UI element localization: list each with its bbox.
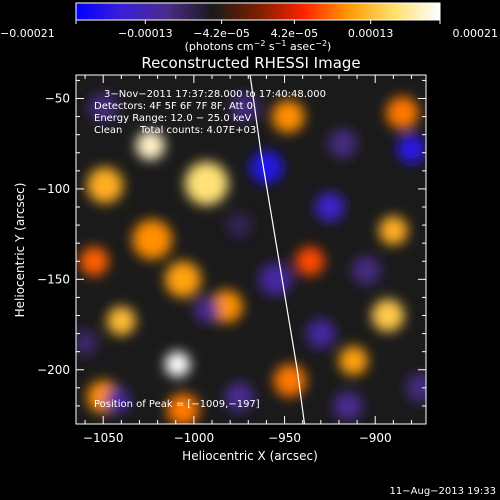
y-tick-label: −100 bbox=[37, 182, 70, 196]
total-counts-label: Total counts: 4.07E+03 bbox=[139, 125, 256, 136]
plot-area: −1050 −1000 −950 −900 −50 −100 −150 −200 3−Nov−… bbox=[37, 74, 427, 445]
negative-residual bbox=[88, 93, 118, 123]
emission-source bbox=[86, 167, 124, 204]
x-tick-label: −1050 bbox=[83, 431, 124, 445]
negative-residual bbox=[315, 192, 345, 222]
emission-source bbox=[271, 100, 305, 133]
emission-source bbox=[164, 261, 202, 298]
negative-residual bbox=[259, 263, 292, 296]
emission-source bbox=[371, 299, 405, 332]
solar-limb-line bbox=[249, 75, 306, 424]
chart-title: Reconstructed RHESSI Image bbox=[141, 54, 360, 72]
y-tick-label: −200 bbox=[37, 363, 70, 377]
plot-frame bbox=[75, 74, 427, 425]
negative-residual bbox=[230, 93, 260, 123]
negative-residual bbox=[351, 255, 381, 285]
colorbar-tick-label: −0.00021 bbox=[0, 27, 55, 40]
x-tick-label: −950 bbox=[268, 431, 301, 445]
negative-residual bbox=[226, 212, 252, 238]
emission-source bbox=[184, 161, 229, 206]
y-axis-label: Heliocentric Y (arcsec) bbox=[13, 183, 27, 318]
negative-residual bbox=[396, 134, 426, 164]
negative-residual bbox=[406, 373, 426, 403]
plot-background bbox=[76, 75, 426, 424]
negative-residual bbox=[306, 319, 336, 349]
emission-source bbox=[295, 246, 325, 276]
colorbar-tick-label: 0.00021 bbox=[453, 27, 499, 40]
emission-source bbox=[164, 351, 191, 378]
colorbar-strip bbox=[75, 2, 441, 21]
peak-position-label: Position of Peak = [−1009,−197] bbox=[94, 399, 260, 410]
colorbar-tick-label: 0.00013 bbox=[348, 27, 394, 40]
emission-source bbox=[378, 216, 408, 246]
detectors-label: Detectors: 4F 5F 6F 7F 8F, Att 0 bbox=[94, 101, 253, 112]
emission-source bbox=[135, 131, 165, 161]
negative-residual bbox=[333, 391, 363, 421]
emission-source bbox=[386, 96, 419, 130]
negative-residual bbox=[328, 129, 358, 159]
negative-residual bbox=[105, 387, 131, 414]
emission-source bbox=[106, 306, 136, 336]
emission-source bbox=[338, 346, 368, 376]
colorbar-tick-label: 4.2e−05 bbox=[271, 27, 318, 40]
energy-range-label: Energy Range: 12.0 − 25.0 keV bbox=[94, 113, 251, 124]
x-axis-label: Heliocentric X (arcsec) bbox=[182, 449, 318, 463]
emission-source bbox=[166, 393, 200, 424]
colorbar-units: (photons cm−2 s−1 asec−2) bbox=[185, 39, 332, 53]
y-tick-label: −50 bbox=[45, 92, 70, 106]
x-tick-label: −1000 bbox=[174, 431, 215, 445]
algorithm-label: Clean bbox=[94, 125, 122, 136]
colorbar-tick-label: −0.00013 bbox=[118, 27, 173, 40]
negative-residual bbox=[224, 382, 254, 412]
negative-residual bbox=[193, 297, 220, 323]
negative-residual bbox=[250, 150, 283, 184]
negative-residual bbox=[76, 329, 98, 356]
y-tick-label: −150 bbox=[37, 272, 70, 286]
emission-source bbox=[132, 219, 173, 260]
colorbar: −0.00021 −0.00013 −4.2e−05 4.2e−05 0.00013 0.… bbox=[0, 2, 499, 53]
x-tick-label: −900 bbox=[359, 431, 392, 445]
emission-source bbox=[79, 246, 109, 276]
footer-timestamp: 11−Aug−2013 19:33 bbox=[390, 486, 496, 497]
time-range-label: 3−Nov−2011 17:37:28.000 to 17:40:48.000 bbox=[104, 89, 326, 100]
colorbar-tick-label: −4.2e−05 bbox=[193, 27, 250, 40]
emission-source bbox=[273, 364, 307, 397]
